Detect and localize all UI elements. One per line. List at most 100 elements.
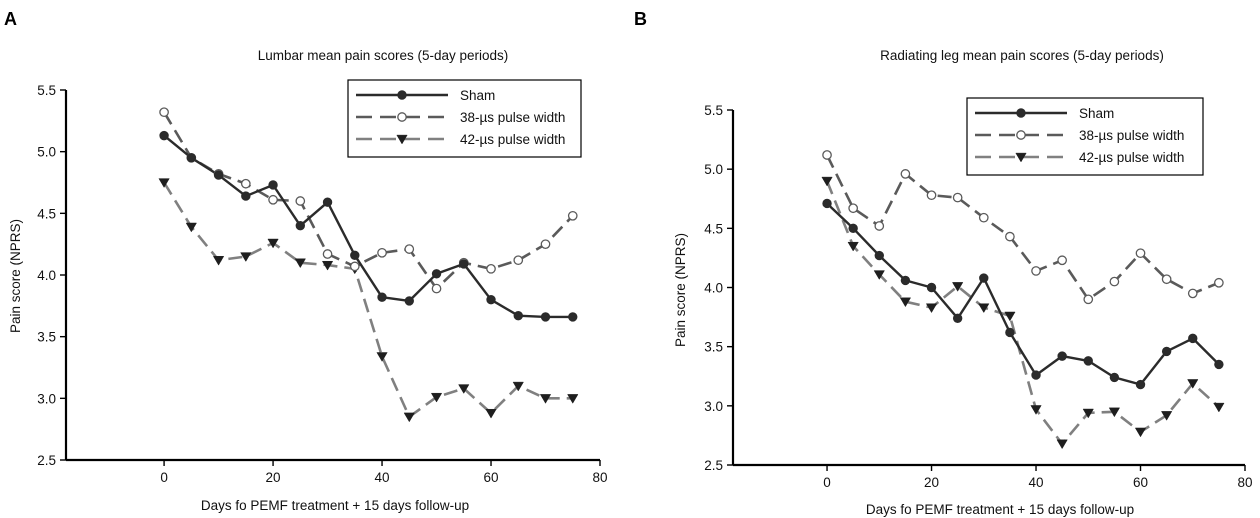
panel-a-point-s2 xyxy=(376,352,388,362)
panel-b-point-s2 xyxy=(1082,408,1094,419)
panel-a-point-s1 xyxy=(486,263,496,274)
panel-b-x-tick-label: 60 xyxy=(1133,475,1148,490)
panel-a-series-line-1 xyxy=(162,111,574,290)
panel-b-legend-label-2: 42-µs pulse width xyxy=(1079,150,1184,165)
panel-b-point-s2 xyxy=(925,303,938,314)
panel-a-x-tick-label: 80 xyxy=(592,470,607,485)
panel-b-y-tick-label: 2.5 xyxy=(704,458,723,473)
panel-a-point-s2 xyxy=(321,260,334,271)
panel-b-point-s2 xyxy=(1030,405,1042,415)
panel-a-legend-label-1: 38-µs pulse width xyxy=(460,110,565,125)
panel-b-legend-label-0: Sham xyxy=(1079,106,1114,121)
panel-a-point-s2 xyxy=(185,222,197,233)
panel-b-point-s1 xyxy=(1161,274,1172,285)
panel-a-y-tick-label: 2.5 xyxy=(37,453,56,468)
panel-a-legend-label-0: Sham xyxy=(460,88,495,103)
panel-b-legend-marker-0 xyxy=(1016,108,1026,118)
panel-a-point-s0 xyxy=(513,311,523,321)
panel-b-point-s2 xyxy=(1004,311,1016,322)
panel-b-label: B xyxy=(634,9,647,29)
panel-a-point-s1 xyxy=(404,244,415,254)
panel-b-point-s2 xyxy=(1056,439,1068,450)
panel-b-title: Radiating leg mean pain scores (5-day pe… xyxy=(880,48,1164,63)
panel-a-point-s0 xyxy=(486,294,496,305)
panel-b-y-tick-label: 4.0 xyxy=(704,281,723,296)
panel-a-point-s1 xyxy=(295,196,306,206)
panel-b-point-s2 xyxy=(1134,427,1147,438)
panel-a-point-s0 xyxy=(540,312,551,322)
panel-a-legend-marker-2 xyxy=(396,134,408,145)
panel-a-point-s1 xyxy=(513,255,524,266)
panel-b-series-line-2 xyxy=(825,180,1220,446)
panel-b-point-s1 xyxy=(1031,266,1041,276)
panel-a-point-s1 xyxy=(377,247,387,258)
panel-b-y-tick-label: 5.5 xyxy=(704,103,723,118)
panel-a-point-s0 xyxy=(459,259,469,269)
panel-b-series-line-0 xyxy=(826,202,1220,386)
panel-a-y-tick-label: 4.0 xyxy=(37,268,56,283)
panel-a-point-s0 xyxy=(268,180,278,190)
panel-a-point-s1 xyxy=(431,283,442,294)
panel-a-point-s0 xyxy=(322,197,333,207)
panel-a-y-tick-label: 4.5 xyxy=(37,206,56,221)
panel-b-point-s0 xyxy=(900,275,911,286)
panel-b-x-tick-label: 20 xyxy=(924,475,939,490)
panel-b-point-s0 xyxy=(926,282,937,293)
panel-a-point-s1 xyxy=(349,261,360,272)
panel-b-point-s0 xyxy=(874,250,884,261)
panel-b-point-s1 xyxy=(952,192,963,203)
panel-b-point-s0 xyxy=(1057,351,1067,361)
panel-b-series-line-1 xyxy=(825,154,1220,301)
panel-a-legend-marker-0 xyxy=(397,90,407,100)
panel-a-x-tick-label: 40 xyxy=(375,470,390,485)
panel-a-x-tick-label: 0 xyxy=(160,470,168,485)
panel-b-point-s0 xyxy=(1135,379,1146,390)
panel-a-point-s0 xyxy=(241,191,251,201)
panel-b-point-s2 xyxy=(873,270,885,280)
panel-b-point-s1 xyxy=(900,169,911,179)
panel-b-point-s1 xyxy=(1109,276,1120,287)
panel-b-point-s2 xyxy=(1160,411,1173,421)
panel-b-point-s0 xyxy=(979,273,989,283)
panel-b-point-s0 xyxy=(952,313,963,323)
panel-b-point-s0 xyxy=(1188,333,1198,344)
panel-b-y-tick-label: 3.5 xyxy=(704,340,723,355)
panel-b-x-tick-label: 80 xyxy=(1237,475,1252,490)
panel-a-point-s2 xyxy=(294,258,306,269)
panel-a-y-tick-label: 5.0 xyxy=(37,145,56,160)
panel-b-point-s1 xyxy=(1214,277,1224,288)
panel-a-point-s2 xyxy=(512,381,524,392)
panel-b-x-axis-label: Days fo PEMF treatment + 15 days follow-… xyxy=(866,502,1134,517)
panel-a-point-s0 xyxy=(350,250,360,260)
panel-b-legend-box xyxy=(966,97,1204,176)
panel-b-point-s1 xyxy=(1083,294,1094,305)
panel-b-point-s0 xyxy=(822,198,832,209)
panel-a-point-s2 xyxy=(158,178,170,188)
panel-a-point-s1 xyxy=(540,239,551,250)
panel-a-y-tick-label: 3.5 xyxy=(37,330,56,345)
panel-b-point-s2 xyxy=(899,297,912,308)
panel-b-point-s1 xyxy=(1005,231,1015,242)
panel-a-point-s2 xyxy=(267,238,279,249)
panel-a-y-tick-label: 3.0 xyxy=(37,391,56,406)
panel-a-point-s1 xyxy=(268,194,278,205)
panel-b-point-s0 xyxy=(1214,359,1224,370)
panel-a-point-s0 xyxy=(404,296,414,306)
panel-a-series-line-0 xyxy=(163,134,573,319)
panel-b-point-s1 xyxy=(926,190,937,201)
panel-a-series-line-2 xyxy=(162,181,573,419)
panel-a-point-s0 xyxy=(186,153,197,163)
panel-a-point-s0 xyxy=(213,170,224,180)
panel-b-x-tick-label: 0 xyxy=(823,475,831,490)
panel-a-y-axis-label: Pain score (NPRS) xyxy=(8,219,23,333)
panel-b-point-s1 xyxy=(848,203,859,214)
panel-b-point-s1 xyxy=(874,221,885,231)
panel-a-y-tick-label: 5.5 xyxy=(37,83,56,98)
panel-b-point-s0 xyxy=(1161,346,1172,357)
panel-a-point-s2 xyxy=(539,394,552,404)
panel-a-point-s0 xyxy=(377,292,387,302)
panel-a-point-s2 xyxy=(485,408,497,419)
panel-a-point-s2 xyxy=(240,252,252,262)
panel-b-x-tick-label: 40 xyxy=(1029,475,1044,490)
panel-b-point-s2 xyxy=(1213,402,1225,413)
